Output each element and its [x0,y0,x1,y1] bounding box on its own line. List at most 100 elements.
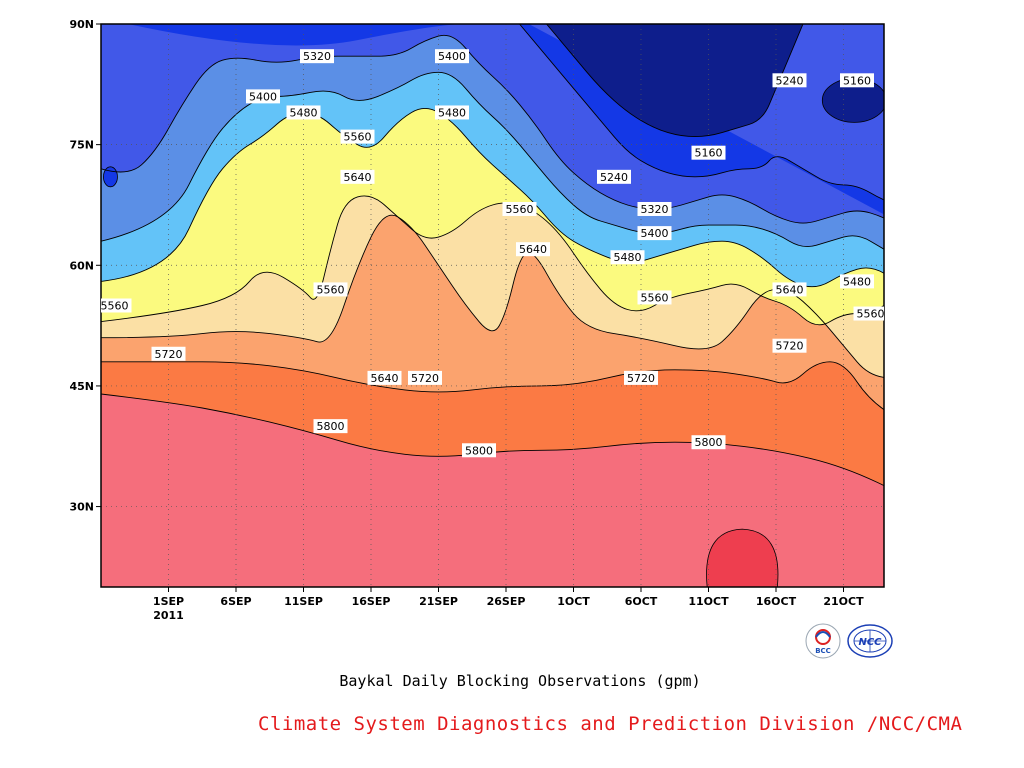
contour-label: 5480 [843,275,871,288]
credit-line: Climate System Diagnostics and Predictio… [258,713,963,735]
contour-label: 5400 [438,50,466,63]
contour-label-bg [101,298,132,313]
x-tick-label: 16SEP [352,595,391,608]
contour-5400 [101,71,884,250]
contour-5800 [101,393,884,487]
contour-label: 5800 [465,444,493,457]
grid-layer [101,24,884,587]
contour-label: 5400 [641,227,669,240]
contour-5480 [101,108,884,288]
y-tick-label: 90N [69,18,94,31]
contour-label-bg [772,282,807,297]
contour-label-bg [516,242,550,257]
contour-label: 5320 [641,203,669,216]
contour-label-bg [772,73,807,88]
trough-top-west [128,24,466,46]
contour-label-layer: 5320 5400 5480 5400 5480 5560 5640 5560 5640 5560… [101,49,928,458]
contour-label-bg [624,370,658,385]
contour-label-bg [367,370,402,385]
y-tick-label: 30N [69,501,94,514]
contour-5720 [101,361,884,411]
contour-label-bg [340,169,375,184]
contour-fill-layer [101,24,884,587]
ncc-logo-text: NCC [858,637,882,648]
x-tick-label: 1OCT [557,595,590,608]
x-tick-label: 6OCT [625,595,658,608]
ncc-logo: NCC [845,622,893,660]
x-tick-label: 16OCT [756,595,797,608]
y-tick-label: 60N [69,259,94,272]
contour-label-bg [435,105,469,120]
contour-label: 5720 [411,372,439,385]
contour-label-bg [894,226,928,240]
contour-label-bg [286,105,321,120]
contour-label-bg [637,290,672,305]
contour-label-bg [610,250,645,265]
contour-label-bg [840,274,874,289]
contour-label-bg [313,282,348,297]
x-tick-label: 26SEP [487,595,526,608]
contour-label-bg [637,226,672,241]
max-region [706,528,779,587]
contour-label: 5720 [776,340,804,353]
contour-label-bg [300,49,334,64]
bcc-logo-text: BCC [815,647,831,655]
contour-label: 5560 [101,300,129,313]
x-tick-label: 1SEP [153,595,184,608]
contour-5320 [101,34,884,224]
contour-label-bg [502,201,537,216]
x-axis: 1SEP 6SEP 11SEP 16SEP 21SEP 26SEP 1OCT 6OCT 11OC… [153,587,864,622]
contour-label: 5640 [519,243,547,256]
contour-label: 5720 [155,348,183,361]
contour-label: 5480 [438,106,466,119]
contour-label-bg [597,169,631,184]
y-axis: 90N 75N 60N 45N 30N [69,18,101,514]
contour-label: 5640 [776,283,804,296]
contour-5240 [519,24,884,201]
chart-caption: Baykal Daily Blocking Observations (gpm) [339,672,701,690]
contour-label-bg [840,73,874,88]
contour-label: 5560 [641,291,669,304]
x-tick-label: 21SEP [419,595,458,608]
contour-label: 5240 [600,171,628,184]
x-tick-label: 6SEP [220,595,251,608]
contour-label-bg [246,89,280,104]
contour-label: 5480 [290,106,318,119]
contour-label-bg [894,202,928,216]
contour-label: 5560 [344,131,372,144]
contour-label-bg [691,435,726,450]
contour-label: 5640 [371,372,399,385]
contour-5160 [546,24,804,138]
contour-label: 5240 [776,74,804,87]
x-tick-label: 11SEP [284,595,323,608]
contour-label: 5480 [614,251,642,264]
band-5160 [546,24,803,137]
contour-label: 5160 [843,74,871,87]
contour-label: 5560 [317,283,345,296]
contour-label: 5800 [317,420,345,433]
y-tick-label: 75N [69,139,94,152]
contour-label: 5800 [695,436,723,449]
contour-label: 5320 [303,50,331,63]
contour-label-bg [637,201,672,216]
contour-label-bg [691,145,726,160]
contour-label-bg [313,419,348,434]
contour-label-bg [340,129,375,144]
contour-label-bg [772,338,807,353]
contour-label: 5560 [506,203,534,216]
contour-label: 5560 [857,308,885,321]
contour-label-bg [151,346,186,361]
contour-label-bg [408,370,442,385]
contour-label: 5640 [344,171,372,184]
contour-label: 5720 [627,372,655,385]
y-tick-label: 45N [69,380,94,393]
x-tick-label: 11OCT [688,595,729,608]
x-year-label: 2011 [153,609,184,622]
contour-label: 5400 [249,90,277,103]
bcc-logo: BCC [801,622,845,660]
x-tick-label: 21OCT [823,595,864,608]
contour-5560 [101,195,884,326]
contour-label-bg [853,306,884,321]
contour-label: 5320 [897,203,925,216]
